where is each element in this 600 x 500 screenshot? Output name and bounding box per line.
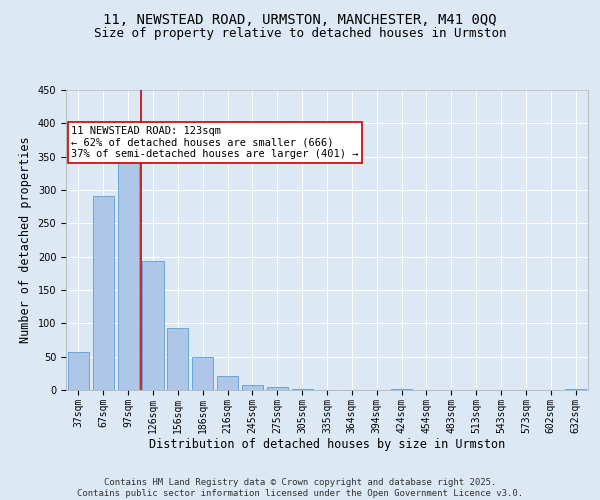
X-axis label: Distribution of detached houses by size in Urmston: Distribution of detached houses by size … bbox=[149, 438, 505, 452]
Text: Size of property relative to detached houses in Urmston: Size of property relative to detached ho… bbox=[94, 28, 506, 40]
Bar bbox=[167, 328, 188, 390]
Bar bbox=[142, 262, 164, 390]
Text: 11 NEWSTEAD ROAD: 123sqm
← 62% of detached houses are smaller (666)
37% of semi-: 11 NEWSTEAD ROAD: 123sqm ← 62% of detach… bbox=[71, 126, 359, 159]
Bar bbox=[68, 352, 89, 390]
Bar bbox=[118, 148, 139, 390]
Text: Contains HM Land Registry data © Crown copyright and database right 2025.
Contai: Contains HM Land Registry data © Crown c… bbox=[77, 478, 523, 498]
Y-axis label: Number of detached properties: Number of detached properties bbox=[19, 136, 32, 344]
Text: 11, NEWSTEAD ROAD, URMSTON, MANCHESTER, M41 0QQ: 11, NEWSTEAD ROAD, URMSTON, MANCHESTER, … bbox=[103, 12, 497, 26]
Bar bbox=[242, 384, 263, 390]
Bar bbox=[217, 376, 238, 390]
Bar bbox=[192, 356, 213, 390]
Bar bbox=[93, 196, 114, 390]
Bar bbox=[267, 388, 288, 390]
